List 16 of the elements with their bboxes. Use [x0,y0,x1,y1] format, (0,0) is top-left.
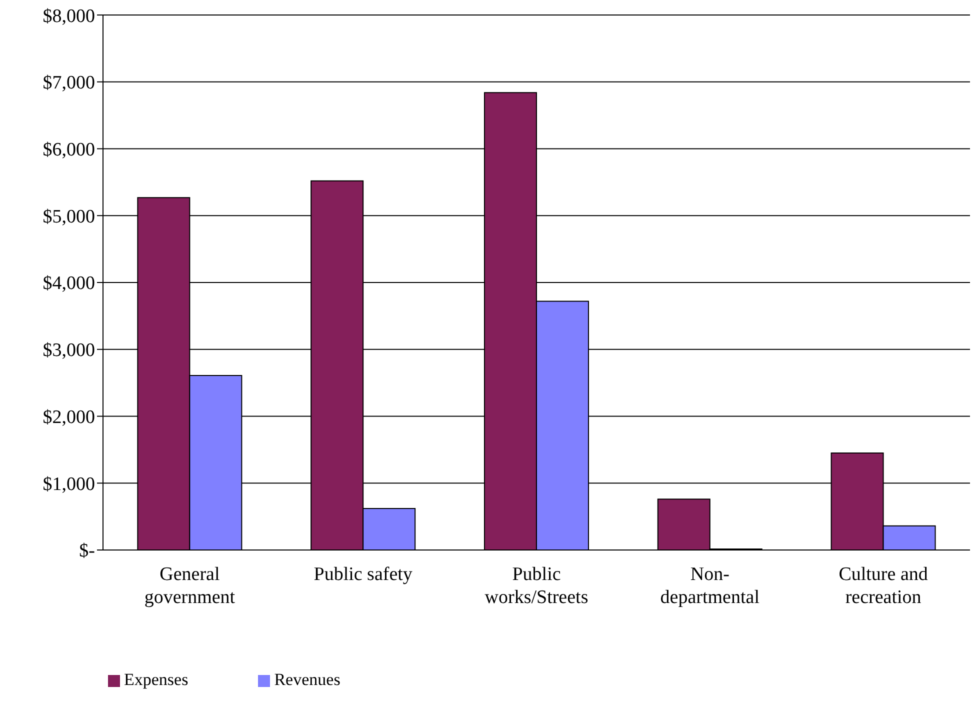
x-tick-label: Public safety [314,564,413,585]
y-tick-label: $4,000 [42,273,95,294]
x-tick-label: Public works/Streets [484,564,588,608]
y-tick-label: $5,000 [42,206,95,228]
y-tick-label: $3,000 [42,340,95,362]
y-tick-label: $- [79,540,95,562]
x-tick-label: Non-departmental [660,564,760,608]
legend-label: Revenues [274,670,340,689]
y-tick-label: $7,000 [42,72,95,94]
x-tick-label: Culture and recreation [838,564,928,608]
legend-label: Expenses [124,670,188,689]
y-tick-label: $2,000 [42,406,95,428]
y-tick-label: $1,000 [42,474,95,495]
y-tick-label: $6,000 [42,139,95,160]
y-tick-label: $8,000 [42,6,95,27]
x-tick-label: General government [144,564,236,608]
